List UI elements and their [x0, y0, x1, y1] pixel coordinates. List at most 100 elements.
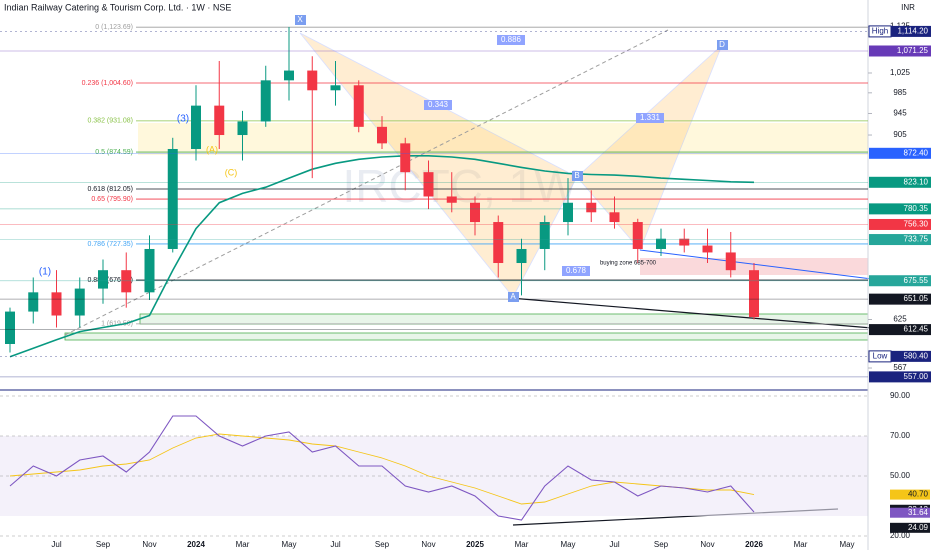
- wave-label: (C): [225, 167, 238, 177]
- candle-body: [237, 121, 248, 136]
- x-tick-label: Nov: [142, 540, 156, 549]
- price-tag-label: 557.00: [904, 372, 929, 381]
- candle-body: [423, 172, 434, 197]
- pattern-label: A: [510, 292, 516, 301]
- price-tag-label: 580.40: [904, 351, 929, 360]
- fib-label: 0 (1,123.69): [95, 24, 133, 31]
- price-tag: [869, 147, 931, 159]
- price-tag: [869, 350, 931, 362]
- trendline: [639, 249, 881, 281]
- zone-label: buying zone 685-700: [600, 261, 657, 267]
- candle-body: [516, 248, 527, 264]
- candle-body: [260, 80, 271, 122]
- x-tick-label: Mar: [236, 540, 250, 549]
- price-tag-name-box: [868, 350, 892, 363]
- label-box: [636, 113, 664, 123]
- rsi-tag: [890, 507, 930, 518]
- x-tick-label: 2025: [466, 540, 484, 549]
- chart-title: Indian Railway Catering & Tourism Corp. …: [4, 2, 231, 12]
- candle-body: [725, 252, 736, 271]
- candle-body: [632, 222, 643, 249]
- rsi-tick-label: 70.00: [890, 431, 911, 440]
- price-tag: [869, 25, 931, 37]
- rsi-line: [9, 415, 755, 521]
- x-tick-label: Jul: [609, 540, 619, 549]
- x-tick-label: May: [560, 540, 575, 549]
- pattern-label: D: [719, 40, 725, 49]
- wave-label: (A): [206, 144, 218, 154]
- x-tick-label: Sep: [654, 540, 669, 549]
- candle-body: [330, 85, 341, 91]
- wave-labels: (1) (3) (A) (C): [39, 114, 237, 278]
- x-tick-label: 2024: [187, 540, 205, 549]
- candle-body: [586, 202, 597, 213]
- fib-label: 0.5 (874.59): [95, 149, 133, 156]
- candle-body: [51, 292, 62, 316]
- x-tick-label: Sep: [375, 540, 390, 549]
- pattern-label: X: [297, 15, 303, 24]
- rsi-tag: [890, 522, 930, 533]
- price-tag-name: Low: [873, 351, 888, 360]
- fib-label: 0.382 (931.08): [87, 118, 133, 125]
- price-tag: [869, 293, 931, 305]
- label-box: [497, 35, 525, 45]
- candle-body: [144, 248, 155, 293]
- price-tag-name: High: [872, 27, 888, 36]
- x-tick-label: 2026: [745, 540, 763, 549]
- rsi-ma: [9, 433, 755, 505]
- rsi-tag-label: 31.64: [908, 508, 929, 517]
- x-tick-label: Nov: [421, 540, 435, 549]
- ratio-label: 0.343: [428, 100, 449, 109]
- x-tick-label: Mar: [515, 540, 529, 549]
- label-box: [717, 40, 728, 50]
- x-tick-label: Sep: [96, 540, 111, 549]
- watermark: IRCTC, 1W: [342, 160, 578, 212]
- rsi-tag: [890, 489, 930, 500]
- trendline: [509, 297, 873, 329]
- candle-body: [400, 143, 411, 173]
- price-tag-label: 872.40: [904, 148, 929, 157]
- rsi-tick-label: 50.00: [890, 471, 911, 480]
- label-box: [424, 100, 452, 110]
- pattern-labels: X A B D 0.886 0.343 1.331 0.678: [295, 15, 728, 302]
- candle-body: [28, 292, 39, 312]
- candle-body: [446, 196, 457, 203]
- candle-body: [353, 85, 364, 127]
- label-box: [295, 15, 306, 25]
- candle-body: [749, 270, 759, 318]
- rsi-tick-label: 20.00: [890, 531, 911, 540]
- y-tick-label: 1,025: [890, 68, 911, 77]
- x-tick-label: Nov: [700, 540, 714, 549]
- candle-body: [307, 70, 318, 91]
- moving-average: [9, 155, 755, 358]
- pattern-label: B: [574, 171, 579, 180]
- candle-body: [609, 212, 620, 223]
- candle-body: [5, 311, 15, 344]
- candle-body: [74, 288, 85, 316]
- label-box: [562, 266, 590, 276]
- y-tick-label: 905: [893, 130, 907, 139]
- rsi-tag-label: 24.09: [908, 523, 929, 532]
- ratio-label: 0.678: [566, 266, 587, 275]
- y-tick-label: 567: [893, 363, 907, 372]
- y-tick-label: 625: [893, 315, 907, 324]
- y-tick-label: 945: [893, 109, 907, 118]
- price-tag: [869, 234, 931, 246]
- price-tag-label: 780.35: [904, 204, 929, 213]
- price-tag: [869, 45, 931, 57]
- ratio-label: 0.886: [501, 35, 522, 44]
- price-tag-label: 612.45: [904, 325, 929, 334]
- x-tick-label: May: [281, 540, 296, 549]
- price-tag-label: 756.30: [904, 220, 929, 229]
- label-box: [572, 171, 583, 181]
- candle-body: [470, 202, 480, 223]
- candle-body: [679, 238, 690, 246]
- candle-body: [702, 245, 713, 253]
- candle-body: [98, 270, 108, 289]
- rsi-tag-label: 40.70: [908, 490, 929, 499]
- x-tick-label: May: [839, 540, 854, 549]
- candle-body: [656, 238, 666, 249]
- price-tag-label: 1,114.20: [897, 27, 928, 36]
- price-tag-label: 1,071.25: [897, 46, 929, 55]
